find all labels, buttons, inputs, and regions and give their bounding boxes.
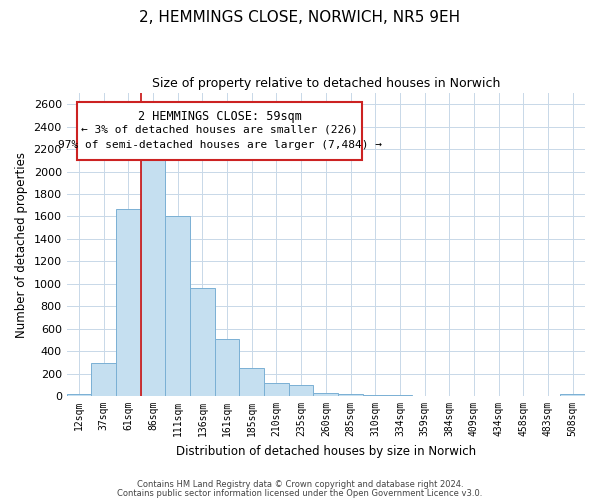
Bar (215, 340, 239, 396)
Text: ← 3% of detached houses are smaller (226): ← 3% of detached houses are smaller (226… (81, 125, 358, 135)
FancyBboxPatch shape (77, 102, 362, 160)
Text: Contains HM Land Registry data © Crown copyright and database right 2024.: Contains HM Land Registry data © Crown c… (137, 480, 463, 489)
Bar (190, 288, 215, 396)
Bar (264, 382, 289, 396)
Bar (289, 386, 313, 396)
Bar (313, 392, 338, 396)
Text: Contains public sector information licensed under the Open Government Licence v3: Contains public sector information licen… (118, 490, 482, 498)
Y-axis label: Number of detached properties: Number of detached properties (15, 152, 28, 338)
Bar (67, 394, 91, 396)
Bar (338, 394, 363, 396)
Bar (91, 363, 116, 396)
Bar (116, 208, 141, 396)
Bar (560, 394, 585, 396)
Bar (166, 216, 190, 396)
Text: 2, HEMMINGS CLOSE, NORWICH, NR5 9EH: 2, HEMMINGS CLOSE, NORWICH, NR5 9EH (139, 10, 461, 25)
Text: 2 HEMMINGS CLOSE: 59sqm: 2 HEMMINGS CLOSE: 59sqm (137, 110, 302, 122)
X-axis label: Distribution of detached houses by size in Norwich: Distribution of detached houses by size … (176, 444, 476, 458)
Bar (141, 157, 166, 396)
Title: Size of property relative to detached houses in Norwich: Size of property relative to detached ho… (152, 78, 500, 90)
Bar (239, 368, 264, 396)
Text: 97% of semi-detached houses are larger (7,484) →: 97% of semi-detached houses are larger (… (58, 140, 382, 150)
